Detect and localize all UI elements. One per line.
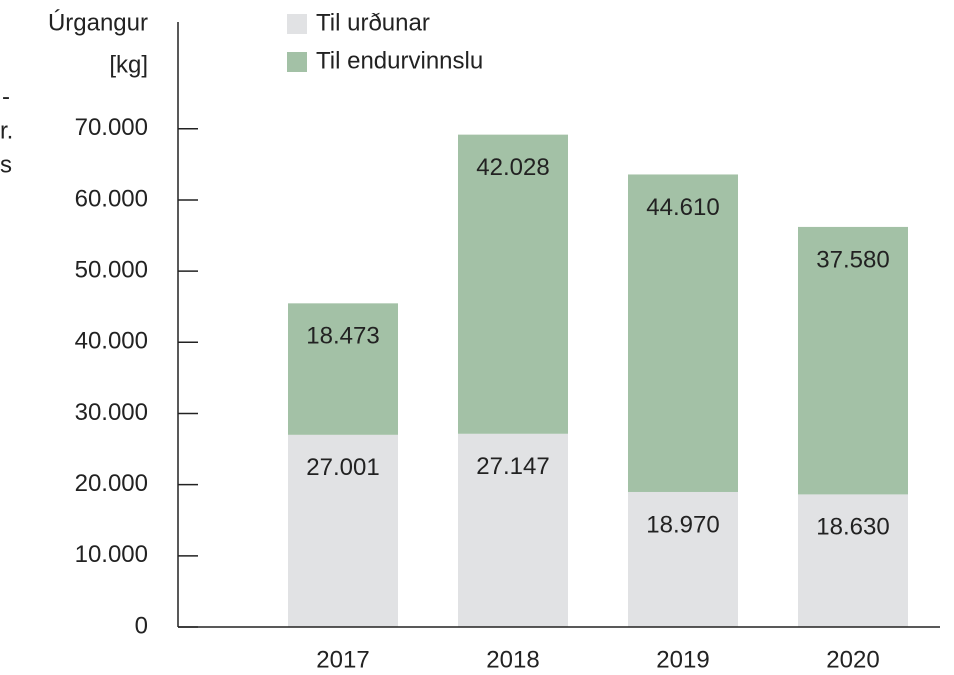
data-label: 18.630 <box>816 514 889 541</box>
bar-segment <box>628 491 738 627</box>
y-tick-label: 50.000 <box>75 256 148 283</box>
legend-label: Til urðunar <box>316 9 430 36</box>
bar-segment <box>628 174 738 492</box>
bar-segment <box>288 434 398 627</box>
y-axis-label: Úrgangur <box>48 9 148 36</box>
y-tick-label: 60.000 <box>75 185 148 212</box>
bar-segment <box>458 433 568 627</box>
legend-label: Til endurvinnslu <box>316 47 483 74</box>
y-tick-label: 20.000 <box>75 470 148 497</box>
x-tick-label: 2019 <box>656 646 709 673</box>
x-tick-label: 2017 <box>316 646 369 673</box>
data-label: 37.580 <box>816 246 889 273</box>
y-tick-label: 30.000 <box>75 399 148 426</box>
data-label: 27.147 <box>476 453 549 480</box>
y-axis-label: [kg] <box>109 51 148 78</box>
annotation: r. <box>0 117 13 144</box>
bar-segment <box>798 494 908 627</box>
bar-segment <box>458 134 568 434</box>
y-tick-label: 10.000 <box>75 541 148 568</box>
data-label: 18.970 <box>646 511 719 538</box>
annotation: s <box>0 151 12 178</box>
bar-segment <box>798 226 908 495</box>
x-tick-label: 2020 <box>826 646 879 673</box>
data-label: 42.028 <box>476 154 549 181</box>
legend-swatch <box>287 14 307 34</box>
y-tick-label: 70.000 <box>75 114 148 141</box>
bar-segment <box>288 303 398 435</box>
data-label: 27.001 <box>306 454 379 481</box>
x-tick-label: 2018 <box>486 646 539 673</box>
annotation: - <box>2 83 10 110</box>
legend-swatch <box>287 52 307 72</box>
data-label: 18.473 <box>306 323 379 350</box>
data-label: 44.610 <box>646 194 719 221</box>
y-tick-label: 0 <box>135 612 148 639</box>
y-tick-label: 40.000 <box>75 328 148 355</box>
